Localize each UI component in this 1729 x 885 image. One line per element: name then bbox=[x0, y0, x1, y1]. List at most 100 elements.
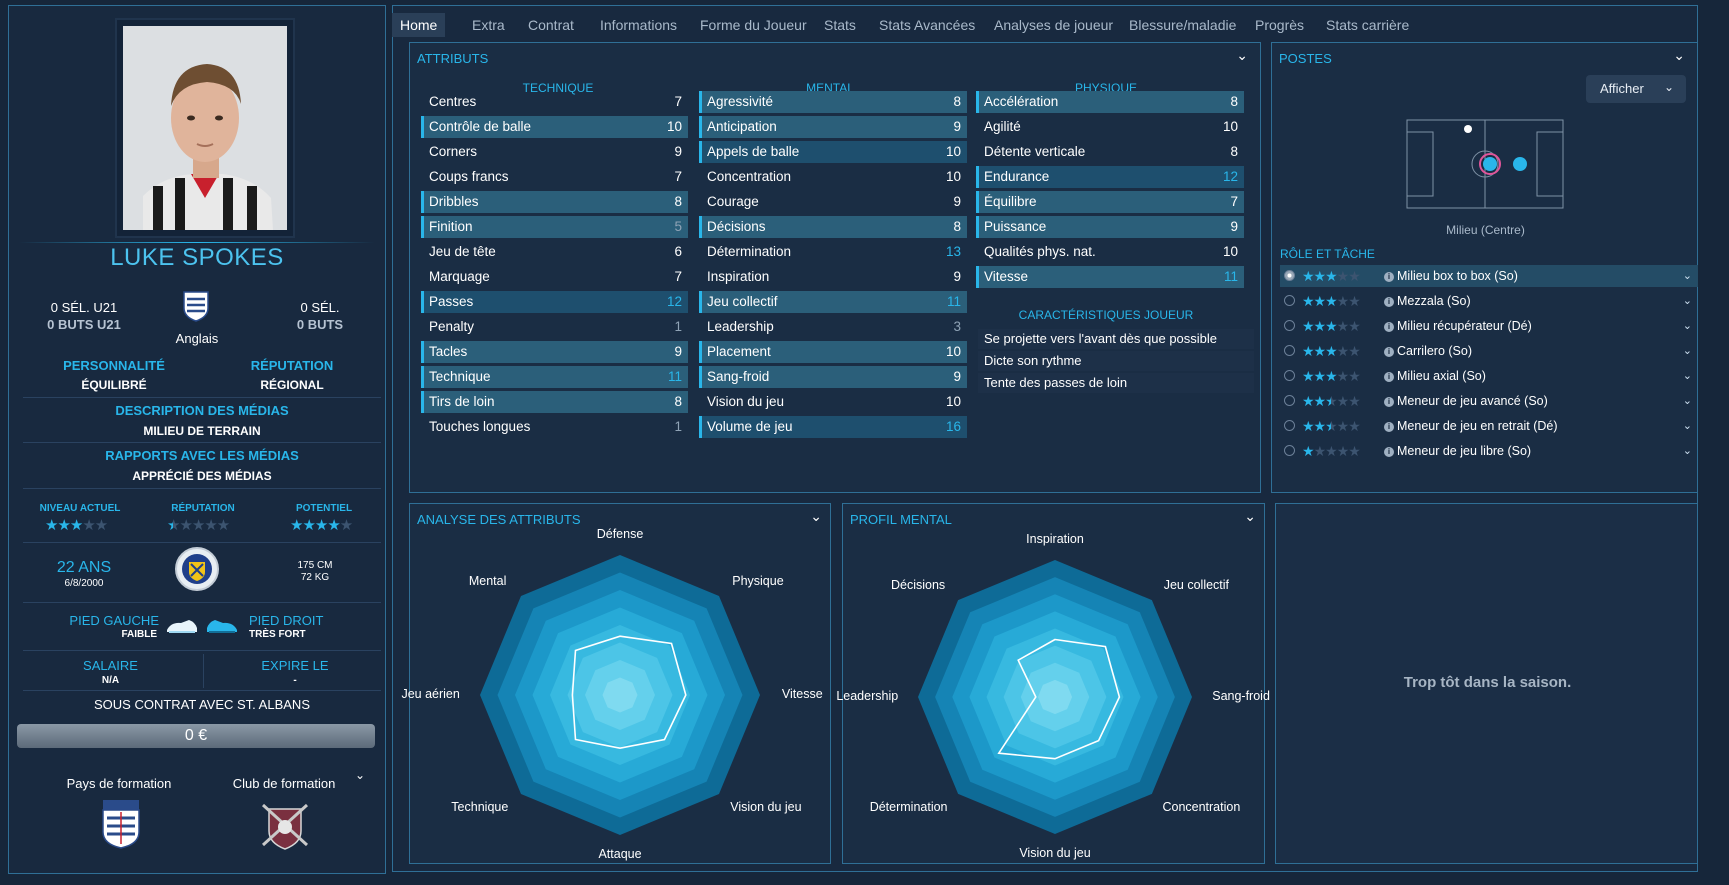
attribute-row[interactable]: Décisions 8 bbox=[699, 216, 967, 238]
tab-extra[interactable]: Extra bbox=[472, 17, 505, 33]
attribute-row[interactable]: Inspiration 9 bbox=[699, 266, 967, 288]
tab-advanced-stats[interactable]: Stats Avancées bbox=[879, 17, 976, 33]
tab-player-analysis[interactable]: Analyses de joueur bbox=[994, 17, 1114, 33]
player-value-bar[interactable]: 0 € bbox=[17, 724, 375, 748]
chevron-down-icon[interactable]: ⌄ bbox=[1682, 420, 1692, 432]
info-icon[interactable]: i bbox=[1384, 272, 1394, 282]
u21-caps: 0 SÉL. U21 bbox=[50, 300, 118, 315]
role-row[interactable]: ★★★★★ i Milieu axial (So) ⌄ bbox=[1280, 365, 1698, 387]
tab-career-stats[interactable]: Stats carrière bbox=[1326, 17, 1410, 33]
attribute-row[interactable]: Équilibre 7 bbox=[976, 191, 1244, 213]
attribute-row[interactable]: Tirs de loin 8 bbox=[421, 391, 688, 413]
role-row[interactable]: ★★★★★ i Mezzala (So) ⌄ bbox=[1280, 290, 1698, 312]
attribute-row[interactable]: Puissance 9 bbox=[976, 216, 1244, 238]
info-icon[interactable]: i bbox=[1384, 297, 1394, 307]
divider bbox=[23, 488, 381, 489]
tab-progress[interactable]: Progrès bbox=[1255, 17, 1305, 33]
attribute-row[interactable]: Dribbles 8 bbox=[421, 191, 688, 213]
chevron-down-icon[interactable]: ⌄ bbox=[1682, 270, 1692, 282]
role-row[interactable]: ★★★★★ i Meneur de jeu avancé (So) ⌄ bbox=[1280, 390, 1698, 412]
attribute-row[interactable]: Leadership 3 bbox=[699, 316, 967, 338]
attribute-row[interactable]: Tacles 9 bbox=[421, 341, 688, 363]
role-row[interactable]: ★★★★★ i Milieu box to box (So) ⌄ bbox=[1280, 265, 1698, 287]
role-radio[interactable] bbox=[1284, 270, 1295, 281]
attribute-row[interactable]: Détente verticale 8 bbox=[976, 141, 1244, 163]
attribute-row[interactable]: Jeu de tête 6 bbox=[421, 241, 688, 263]
attribute-row[interactable]: Corners 9 bbox=[421, 141, 688, 163]
attribute-row[interactable]: Volume de jeu 16 bbox=[699, 416, 967, 438]
role-radio[interactable] bbox=[1284, 445, 1295, 456]
role-row[interactable]: ★★★★★ i Meneur de jeu libre (So) ⌄ bbox=[1280, 440, 1698, 462]
attribute-row[interactable]: Endurance 12 bbox=[976, 166, 1244, 188]
info-icon[interactable]: i bbox=[1384, 322, 1394, 332]
attribute-row[interactable]: Appels de balle 10 bbox=[699, 141, 967, 163]
attribute-row[interactable]: Détermination 13 bbox=[699, 241, 967, 263]
tab-stats[interactable]: Stats bbox=[824, 17, 856, 33]
training-club-crest-icon[interactable] bbox=[259, 801, 311, 851]
show-button[interactable]: Afficher ⌄ bbox=[1586, 75, 1686, 103]
role-radio[interactable] bbox=[1284, 370, 1295, 381]
attribute-row[interactable]: Agressivité 8 bbox=[699, 91, 967, 113]
attribute-row[interactable]: Accélération 8 bbox=[976, 91, 1244, 113]
attribute-row[interactable]: Qualités phys. nat. 10 bbox=[976, 241, 1244, 263]
attribute-name: Centres bbox=[429, 94, 477, 109]
attribute-row[interactable]: Passes 12 bbox=[421, 291, 688, 313]
divider bbox=[23, 397, 381, 398]
attribute-row[interactable]: Agilité 10 bbox=[976, 116, 1244, 138]
attribute-row[interactable]: Courage 9 bbox=[699, 191, 967, 213]
attribute-row[interactable]: Touches longues 1 bbox=[421, 416, 688, 438]
role-radio[interactable] bbox=[1284, 345, 1295, 356]
attribute-row[interactable]: Contrôle de balle 10 bbox=[421, 116, 688, 138]
england-crest-icon[interactable] bbox=[181, 290, 211, 322]
chevron-down-icon[interactable]: ⌄ bbox=[1682, 370, 1692, 382]
role-radio[interactable] bbox=[1284, 320, 1295, 331]
attribute-row[interactable]: Marquage 7 bbox=[421, 266, 688, 288]
player-value: 0 € bbox=[184, 727, 208, 744]
info-icon[interactable]: i bbox=[1384, 397, 1394, 407]
tab-contract[interactable]: Contrat bbox=[528, 17, 574, 33]
chevron-down-icon[interactable]: ⌄ bbox=[1236, 47, 1248, 63]
attribute-value: 10 bbox=[666, 119, 682, 134]
chevron-down-icon[interactable]: ⌄ bbox=[1682, 445, 1692, 457]
role-row[interactable]: ★★★★★ i Meneur de jeu en retrait (Dé) ⌄ bbox=[1280, 415, 1698, 437]
chevron-down-icon[interactable]: ⌄ bbox=[1682, 395, 1692, 407]
attribute-radar-chart bbox=[480, 555, 760, 835]
attribute-row[interactable]: Technique 11 bbox=[421, 366, 688, 388]
info-icon[interactable]: i bbox=[1384, 372, 1394, 382]
attribute-row[interactable]: Centres 7 bbox=[421, 91, 688, 113]
chevron-down-icon[interactable]: ⌄ bbox=[1673, 47, 1685, 63]
role-radio[interactable] bbox=[1284, 420, 1295, 431]
chevron-down-icon[interactable]: ⌄ bbox=[1682, 345, 1692, 357]
chevron-down-icon[interactable]: ⌄ bbox=[1682, 295, 1692, 307]
role-radio[interactable] bbox=[1284, 295, 1295, 306]
chevron-down-icon[interactable]: ⌄ bbox=[355, 768, 366, 782]
attribute-row[interactable]: Placement 10 bbox=[699, 341, 967, 363]
attribute-row[interactable]: Vitesse 11 bbox=[976, 266, 1244, 288]
role-row[interactable]: ★★★★★ i Carrilero (So) ⌄ bbox=[1280, 340, 1698, 362]
info-icon[interactable]: i bbox=[1384, 447, 1394, 457]
info-icon[interactable]: i bbox=[1384, 422, 1394, 432]
attribute-row[interactable]: Vision du jeu 10 bbox=[699, 391, 967, 413]
tab-injury[interactable]: Blessure/maladie bbox=[1129, 17, 1237, 33]
role-radio[interactable] bbox=[1284, 395, 1295, 406]
info-icon[interactable]: i bbox=[1384, 347, 1394, 357]
tab-home[interactable]: Home bbox=[392, 13, 446, 37]
attribute-row[interactable]: Jeu collectif 11 bbox=[699, 291, 967, 313]
attribute-value: 10 bbox=[1222, 244, 1238, 259]
attribute-value: 11 bbox=[667, 369, 682, 384]
player-trait: Tente des passes de loin bbox=[978, 373, 1254, 393]
club-badge-icon[interactable] bbox=[174, 546, 220, 592]
tab-form[interactable]: Forme du Joueur bbox=[700, 17, 807, 33]
attribute-row[interactable]: Sang-froid 9 bbox=[699, 366, 967, 388]
attribute-row[interactable]: Concentration 10 bbox=[699, 166, 967, 188]
attribute-row[interactable]: Penalty 1 bbox=[421, 316, 688, 338]
chevron-down-icon[interactable]: ⌄ bbox=[810, 508, 822, 524]
chevron-down-icon[interactable]: ⌄ bbox=[1682, 320, 1692, 332]
tab-information[interactable]: Informations bbox=[600, 17, 678, 33]
attribute-row[interactable]: Coups francs 7 bbox=[421, 166, 688, 188]
chevron-down-icon[interactable]: ⌄ bbox=[1244, 508, 1256, 524]
attribute-row[interactable]: Anticipation 9 bbox=[699, 116, 967, 138]
fa-crest-icon[interactable] bbox=[101, 798, 141, 850]
role-row[interactable]: ★★★★★ i Milieu récupérateur (Dé) ⌄ bbox=[1280, 315, 1698, 337]
attribute-row[interactable]: Finition 5 bbox=[421, 216, 688, 238]
